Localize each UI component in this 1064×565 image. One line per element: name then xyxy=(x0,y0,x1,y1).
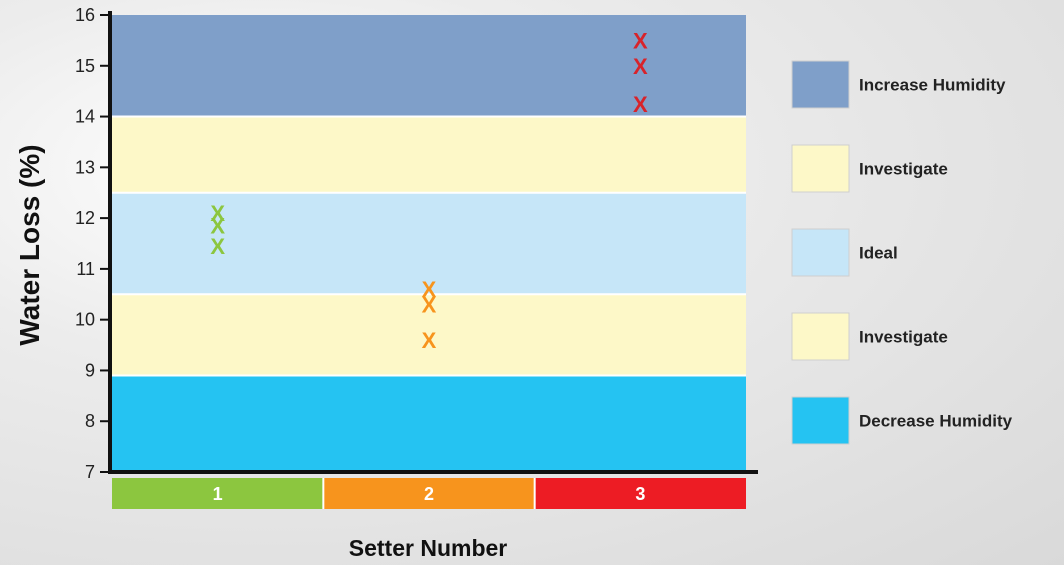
data-point-setter-2: X xyxy=(422,277,437,302)
legend-label: Investigate xyxy=(859,160,948,179)
legend-label: Decrease Humidity xyxy=(859,412,1013,431)
x-tick-label: 1 xyxy=(213,484,223,504)
data-point-setter-3: X xyxy=(633,92,648,117)
y-tick-label: 11 xyxy=(76,259,95,279)
category-box-3 xyxy=(534,478,746,509)
category-box-2 xyxy=(323,478,535,509)
data-point-setter-1: X xyxy=(210,234,225,259)
x-categories: 1 2 3 xyxy=(112,478,746,509)
y-tick-label: 15 xyxy=(75,56,95,76)
data-point-setter-1: X xyxy=(210,214,225,239)
data-point-setter-3: X xyxy=(633,54,648,79)
y-ticks: 7 8 9 10 11 12 13 14 15 16 xyxy=(75,5,110,482)
y-tick-label: 13 xyxy=(75,157,95,177)
legend: Increase Humidity Investigate Ideal Investi… xyxy=(791,60,1013,445)
band-investigate xyxy=(112,116,746,193)
y-tick-label: 9 xyxy=(85,360,95,380)
legend-label: Ideal xyxy=(859,244,898,263)
data-point-setter-3: X xyxy=(633,28,648,53)
legend-label: Increase Humidity xyxy=(859,76,1006,95)
data-point-setter-2: X xyxy=(422,328,437,353)
y-tick-label: 16 xyxy=(75,5,95,25)
y-tick-label: 7 xyxy=(85,462,95,482)
data-point-setter-1: X xyxy=(210,201,225,226)
band-increase-humidity xyxy=(112,15,746,117)
y-tick-label: 12 xyxy=(75,208,95,228)
x-axis-title: Setter Number xyxy=(349,535,508,561)
y-tick-label: 14 xyxy=(75,107,95,127)
axes xyxy=(108,11,758,474)
legend-swatch xyxy=(791,228,850,277)
legend-swatch xyxy=(791,312,850,361)
band-investigate xyxy=(112,294,746,376)
x-tick-label: 2 xyxy=(424,484,434,504)
legend-swatch xyxy=(791,60,850,109)
legend-swatch xyxy=(791,144,850,193)
x-tick-label: 3 xyxy=(635,484,645,504)
category-box-1 xyxy=(112,478,324,509)
y-tick-label: 10 xyxy=(75,310,95,330)
legend-label: Investigate xyxy=(859,328,948,347)
band-decrease-humidity xyxy=(112,375,746,472)
band-layer xyxy=(112,15,746,472)
y-axis-title: Water Loss (%) xyxy=(14,144,45,345)
legend-swatch xyxy=(791,396,850,445)
data-point-setter-2: X xyxy=(422,292,437,317)
band-ideal xyxy=(112,192,746,295)
y-tick-label: 8 xyxy=(85,411,95,431)
